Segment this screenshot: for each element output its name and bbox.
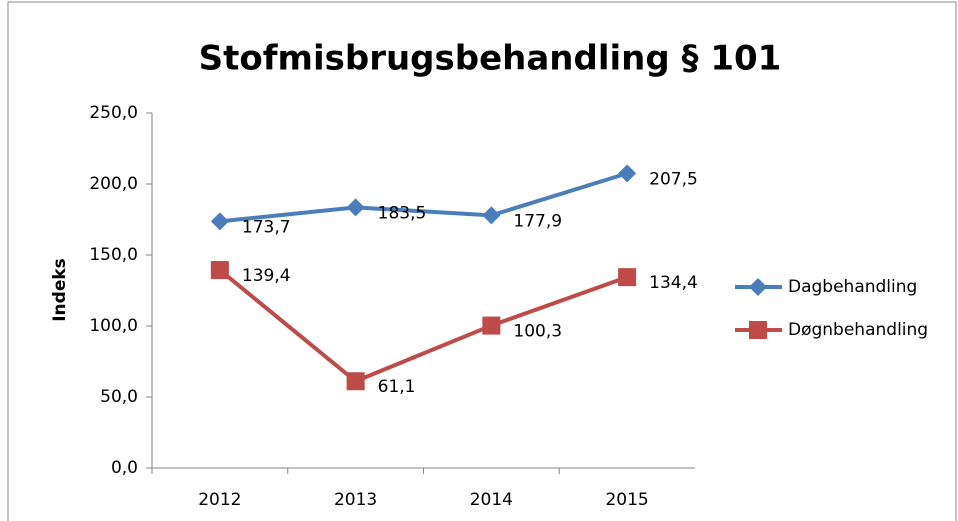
chart-border xyxy=(7,1,957,521)
marker xyxy=(749,278,767,296)
x-tick-label: 2014 xyxy=(470,490,513,510)
y-tick-label: 200,0 xyxy=(89,174,138,194)
marker xyxy=(346,198,365,217)
y-tick-label: 100,0 xyxy=(89,316,138,336)
series-line xyxy=(218,268,628,384)
marker xyxy=(346,372,365,391)
marker xyxy=(618,268,637,287)
x-tick-label: 2013 xyxy=(334,490,377,510)
marker xyxy=(210,212,229,231)
marker xyxy=(749,321,767,339)
series-line xyxy=(219,171,628,224)
marker xyxy=(482,206,501,225)
data-label: 173,7 xyxy=(242,217,291,237)
legend-label: Dagbehandling xyxy=(788,277,917,297)
marker xyxy=(618,164,637,183)
data-label: 61,1 xyxy=(378,377,416,397)
x-tick-label: 2012 xyxy=(198,490,241,510)
y-tick-label: 0,0 xyxy=(111,458,138,478)
x-tick-label: 2015 xyxy=(605,490,648,510)
data-label: 177,9 xyxy=(513,211,562,231)
y-tick-label: 250,0 xyxy=(89,103,138,123)
y-axis-label: Indeks xyxy=(50,258,70,322)
y-tick-label: 150,0 xyxy=(89,245,138,265)
data-label: 183,5 xyxy=(378,203,427,223)
marker xyxy=(210,261,229,280)
data-label: 139,4 xyxy=(242,266,291,286)
chart-title: Stofmisbrugsbehandling § 101 xyxy=(199,39,782,79)
data-label: 207,5 xyxy=(649,169,698,189)
data-label: 100,3 xyxy=(513,322,562,342)
legend-label: Døgnbehandling xyxy=(788,320,928,340)
data-label: 134,4 xyxy=(649,273,698,293)
marker xyxy=(482,316,501,335)
y-tick-label: 50,0 xyxy=(100,387,138,407)
